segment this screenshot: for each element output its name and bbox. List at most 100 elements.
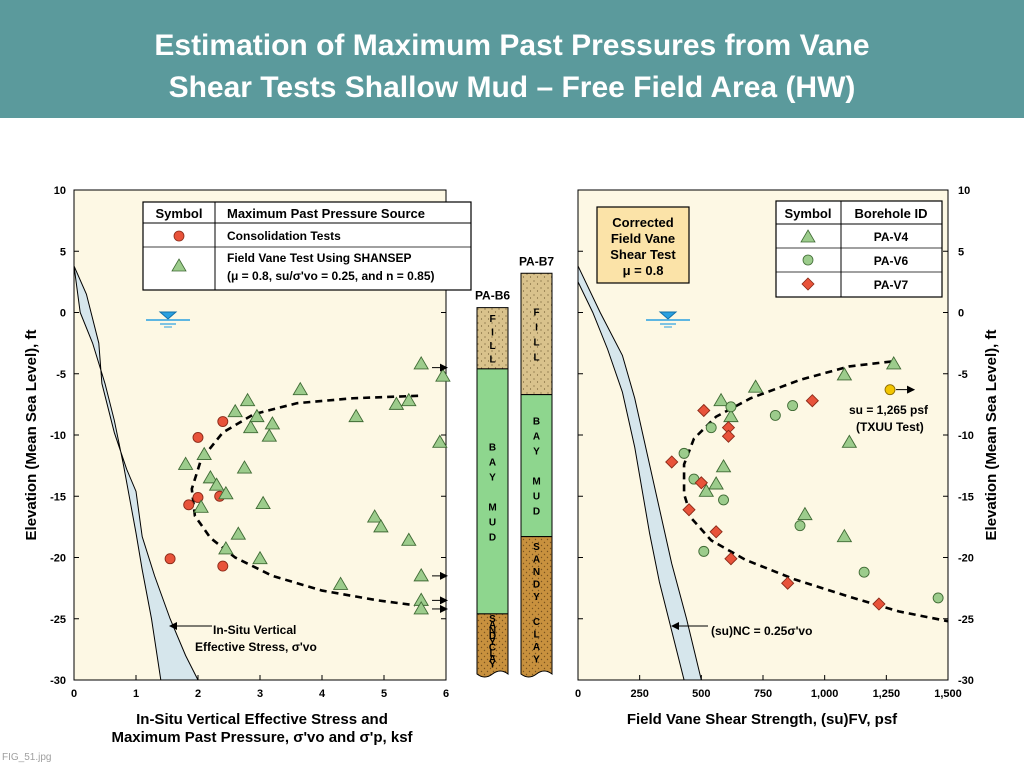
shansep-point bbox=[435, 368, 451, 382]
pa-v4-point bbox=[698, 483, 715, 497]
y-tick-label: -25 bbox=[958, 614, 974, 626]
boring-layer-bay-mud bbox=[476, 368, 509, 615]
pa-v6-point bbox=[718, 494, 729, 506]
figure: 10 5 0 -5 -10 -15 -20 -25 -30 0 1 2 3 4 5 6 Symbol Maxi… bbox=[23, 185, 1000, 746]
boring-layer-letter: A bbox=[489, 654, 496, 665]
boring-layer-letter: A bbox=[489, 457, 496, 468]
x-tick-label: 1,500 bbox=[934, 688, 962, 700]
boring-layer-letter: A bbox=[533, 642, 540, 653]
corrected-box-line1: Corrected bbox=[612, 215, 673, 230]
boring-layer-letter: S bbox=[533, 542, 540, 553]
boring-layer-letter: Y bbox=[489, 472, 496, 483]
y-tick-label: -15 bbox=[50, 491, 66, 503]
legend-header-source: Maximum Past Pressure Source bbox=[227, 206, 425, 221]
pa-v6-point bbox=[698, 545, 710, 557]
legend-shansep-label-1: Field Vane Test Using SHANSEP bbox=[227, 251, 412, 265]
shansep-point bbox=[264, 416, 281, 430]
boring-layer-letter: S bbox=[489, 614, 496, 625]
pa-v4-point bbox=[836, 367, 853, 381]
consolidation-point bbox=[183, 499, 195, 511]
pa-v7-point bbox=[697, 403, 711, 418]
pa-v7-point bbox=[709, 525, 723, 539]
y-tick-label: -5 bbox=[56, 369, 66, 381]
y-tick-label: -10 bbox=[50, 430, 66, 442]
title-bar: Estimation of Maximum Past Pressures fro… bbox=[0, 0, 1024, 118]
pa-v7-point bbox=[805, 394, 819, 408]
shansep-point bbox=[332, 576, 349, 590]
pa-v4-point bbox=[723, 408, 739, 423]
boring-layer-letter: L bbox=[533, 630, 539, 641]
x-tick-label: 1,250 bbox=[873, 688, 901, 700]
y-tick-label: -25 bbox=[50, 614, 66, 626]
right-x-label: Field Vane Shear Strength, (su)FV, psf bbox=[627, 711, 898, 728]
consolidation-point bbox=[164, 553, 176, 565]
boring-layer-letter: U bbox=[489, 517, 496, 528]
in-situ-annotation: In-Situ Vertical Effective Stress, σ'vo bbox=[169, 622, 317, 654]
shansep-point bbox=[401, 532, 417, 546]
y-tick-label: -30 bbox=[50, 675, 66, 687]
left-x-label-line2: Maximum Past Pressure, σ'vo and σ'p, ksf bbox=[111, 729, 413, 746]
corrected-field-vane-box: Corrected Field Vane Shear Test μ = 0.8 bbox=[596, 206, 690, 284]
corrected-box-line3: Shear Test bbox=[610, 247, 676, 262]
boring-layer-letter: D bbox=[533, 507, 540, 518]
shansep-point bbox=[239, 392, 256, 407]
boring-layer-letter: L bbox=[489, 355, 495, 366]
legend-pa-v4-marker bbox=[800, 229, 816, 243]
boring-layer-letter: Y bbox=[533, 447, 540, 458]
right-trend-curve bbox=[682, 360, 949, 623]
pa-v6-point bbox=[705, 422, 717, 434]
boring-layer-letter: B bbox=[533, 417, 540, 428]
x-tick-label: 500 bbox=[692, 688, 710, 700]
legend-header-borehole: Borehole ID bbox=[855, 206, 928, 221]
shansep-point bbox=[193, 499, 209, 513]
boring-layer-letter: C bbox=[533, 617, 540, 628]
txuu-annotation-line2: (TXUU Test) bbox=[856, 420, 924, 434]
x-tick-label: 1 bbox=[133, 688, 139, 700]
boring-layer-fill bbox=[520, 272, 553, 396]
boring-layer-letter: F bbox=[533, 307, 539, 318]
pa-v7-point bbox=[872, 597, 886, 611]
shansep-point bbox=[388, 396, 405, 410]
boring-layer-letter: Y bbox=[533, 655, 540, 666]
corrected-box-line4: μ = 0.8 bbox=[623, 263, 664, 278]
shansep-point bbox=[218, 541, 234, 555]
boring-layer-letter: A bbox=[489, 620, 496, 631]
legend-consolidation-marker bbox=[173, 230, 185, 242]
footer-filename: FIG_51.jpg bbox=[2, 752, 52, 763]
su-nc-band bbox=[577, 265, 702, 681]
x-tick-label: 250 bbox=[630, 688, 648, 700]
boring-layer-letter: M bbox=[488, 502, 496, 513]
water-table-icon bbox=[646, 311, 690, 328]
boring-layer-letter: Y bbox=[489, 637, 496, 648]
boring-layer-letter: N bbox=[489, 626, 496, 637]
x-tick-label: 5 bbox=[381, 688, 387, 700]
legend-pa-v6-marker bbox=[802, 254, 814, 266]
boring-layer-letter: D bbox=[489, 532, 496, 543]
boring-layer-letter: M bbox=[532, 477, 540, 488]
pa-v4-point bbox=[797, 506, 813, 521]
in-situ-annotation-line1: In-Situ Vertical bbox=[213, 623, 296, 637]
consolidation-point bbox=[217, 560, 229, 572]
consolidation-point bbox=[217, 416, 229, 427]
boring-layer-sandy-clay bbox=[520, 536, 553, 678]
pa-v6-point bbox=[787, 400, 799, 412]
pa-v4-point bbox=[715, 458, 732, 473]
legend-header-symbol: Symbol bbox=[156, 206, 203, 221]
shansep-point bbox=[196, 446, 212, 461]
shansep-point bbox=[413, 567, 429, 582]
legend-shansep-label-2: (μ = 0.8, su/σ'vo = 0.25, and n = 0.85) bbox=[227, 269, 435, 283]
y-tick-label: 5 bbox=[958, 246, 964, 258]
boring-layer-letter: I bbox=[491, 327, 494, 338]
shansep-point bbox=[249, 408, 265, 423]
pa-v4-point bbox=[836, 528, 853, 543]
left-out-of-range-arrows bbox=[432, 363, 448, 613]
boring-layer-letter: L bbox=[489, 648, 495, 659]
boring-layer-letter: N bbox=[533, 567, 540, 578]
shansep-point bbox=[177, 456, 194, 470]
y-tick-label: -10 bbox=[958, 430, 974, 442]
shansep-point bbox=[218, 485, 234, 500]
pa-v6-point bbox=[769, 409, 781, 421]
legend-pa-v7-marker bbox=[801, 277, 815, 291]
pa-v7-point bbox=[682, 503, 696, 517]
